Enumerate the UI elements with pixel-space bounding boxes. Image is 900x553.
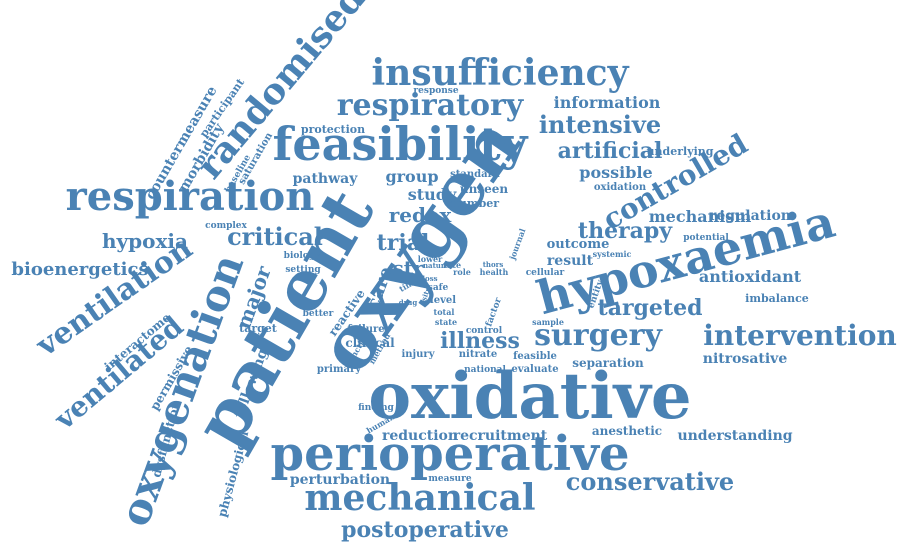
word-cloud-term: trial bbox=[377, 230, 430, 256]
word-cloud-term: target bbox=[239, 322, 278, 335]
word-cloud-term: sample bbox=[532, 317, 564, 327]
word-cloud-term: failure bbox=[347, 324, 384, 335]
word-cloud-term: primary bbox=[317, 364, 362, 375]
word-cloud-term: safe bbox=[428, 283, 449, 293]
word-cloud-term: regulation bbox=[709, 208, 791, 224]
word-cloud-term: critical bbox=[227, 222, 323, 251]
word-cloud-term: better bbox=[303, 309, 334, 319]
word-cloud-term: measure bbox=[428, 474, 471, 484]
word-cloud-term: surgery bbox=[534, 318, 663, 353]
word-cloud-term: complex bbox=[205, 221, 247, 231]
word-cloud-term: finding bbox=[358, 403, 394, 413]
word-cloud-term: therapy bbox=[578, 218, 673, 244]
word-cloud-term: respiratory bbox=[337, 88, 525, 123]
word-cloud-term: unseen bbox=[460, 182, 508, 196]
word-cloud-term: underlying bbox=[647, 145, 714, 158]
word-cloud-term: postoperative bbox=[341, 517, 509, 543]
word-cloud-term: conservative bbox=[566, 467, 734, 496]
word-cloud-term: group bbox=[385, 167, 438, 186]
word-cloud-term: role bbox=[453, 267, 471, 277]
word-cloud-term: sits bbox=[419, 286, 432, 302]
word-cloud-term: thors bbox=[483, 260, 504, 269]
word-cloud-term: state bbox=[435, 317, 457, 327]
word-cloud-term: biology bbox=[284, 251, 321, 261]
word-cloud-term: recruitment bbox=[453, 428, 548, 444]
word-cloud-term: hypoxia bbox=[102, 229, 188, 253]
word-cloud-term: anesthetic bbox=[592, 424, 662, 438]
word-cloud-term: lower bbox=[418, 254, 443, 264]
word-cloud-term: artificial bbox=[558, 138, 663, 164]
word-cloud-term: injury bbox=[401, 349, 435, 360]
word-cloud-term: separation bbox=[572, 356, 644, 370]
word-cloud-term: health bbox=[480, 267, 509, 277]
word-cloud-term: evaluate bbox=[511, 364, 558, 375]
word-cloud-term: standard bbox=[450, 169, 500, 180]
word-cloud-term: oxidation bbox=[594, 182, 647, 193]
word-cloud-term: protection bbox=[301, 123, 365, 136]
word-cloud-term: setting bbox=[285, 265, 321, 275]
word-cloud-term: control bbox=[466, 326, 503, 336]
word-cloud-term: pathway bbox=[293, 171, 359, 187]
word-cloud-term: imbalance bbox=[745, 292, 809, 305]
word-cloud-term: perturbation bbox=[290, 472, 390, 488]
word-cloud-term: national bbox=[464, 365, 506, 375]
word-cloud-term: feasible bbox=[513, 351, 557, 362]
word-cloud-term: cellular bbox=[526, 268, 565, 278]
word-cloud-term: drug bbox=[399, 298, 418, 307]
word-cloud-term: loss bbox=[422, 274, 437, 283]
word-cloud-term: rate bbox=[443, 260, 461, 270]
word-cloud-term: insufficiency bbox=[371, 52, 629, 94]
word-cloud-term: str bbox=[392, 256, 423, 280]
word-cloud-term: reduction bbox=[382, 428, 458, 444]
word-cloud-term: information bbox=[554, 93, 661, 112]
word-cloud-term: systemic bbox=[593, 249, 632, 259]
word-cloud-term: mechanism bbox=[649, 207, 752, 226]
word-cloud-term: intensive bbox=[539, 110, 661, 139]
word-cloud-term: feasibility bbox=[273, 117, 529, 171]
word-cloud-term: factor bbox=[484, 296, 504, 328]
word-cloud-term: antioxidant bbox=[699, 267, 802, 286]
word-cloud-term: redox bbox=[389, 203, 453, 227]
word-cloud-term: respiration bbox=[66, 173, 315, 220]
word-cloud-term: bioenergetics bbox=[11, 259, 148, 280]
word-cloud-term: intervention bbox=[703, 319, 897, 352]
word-cloud-term: targeted bbox=[598, 295, 703, 321]
word-cloud-term: response bbox=[413, 86, 458, 96]
word-cloud-term: mechanical bbox=[304, 477, 535, 519]
word-cloud-term: total bbox=[434, 307, 455, 317]
word-cloud-term: illness bbox=[440, 328, 520, 354]
word-cloud-term: perioperative bbox=[271, 426, 630, 482]
word-cloud-term: level bbox=[430, 295, 456, 306]
word-cloud-term: possible bbox=[579, 163, 652, 182]
word-cloud-term: nitrosative bbox=[703, 351, 788, 367]
word-cloud-term: result bbox=[547, 253, 594, 269]
word-cloud-term: understanding bbox=[677, 428, 792, 444]
word-cloud-term: journal bbox=[507, 227, 528, 262]
word-cloud-term: number bbox=[451, 197, 499, 210]
word-cloud-term: nature bbox=[423, 261, 450, 270]
word-cloud-term: clinical bbox=[345, 336, 395, 350]
word-cloud-term: outcome bbox=[547, 237, 610, 252]
word-cloud-term: nitrate bbox=[459, 349, 497, 360]
word-cloud-term: oxidative bbox=[368, 359, 691, 434]
word-cloud-term: potential bbox=[683, 233, 729, 243]
word-cloud-term: study bbox=[408, 185, 457, 204]
